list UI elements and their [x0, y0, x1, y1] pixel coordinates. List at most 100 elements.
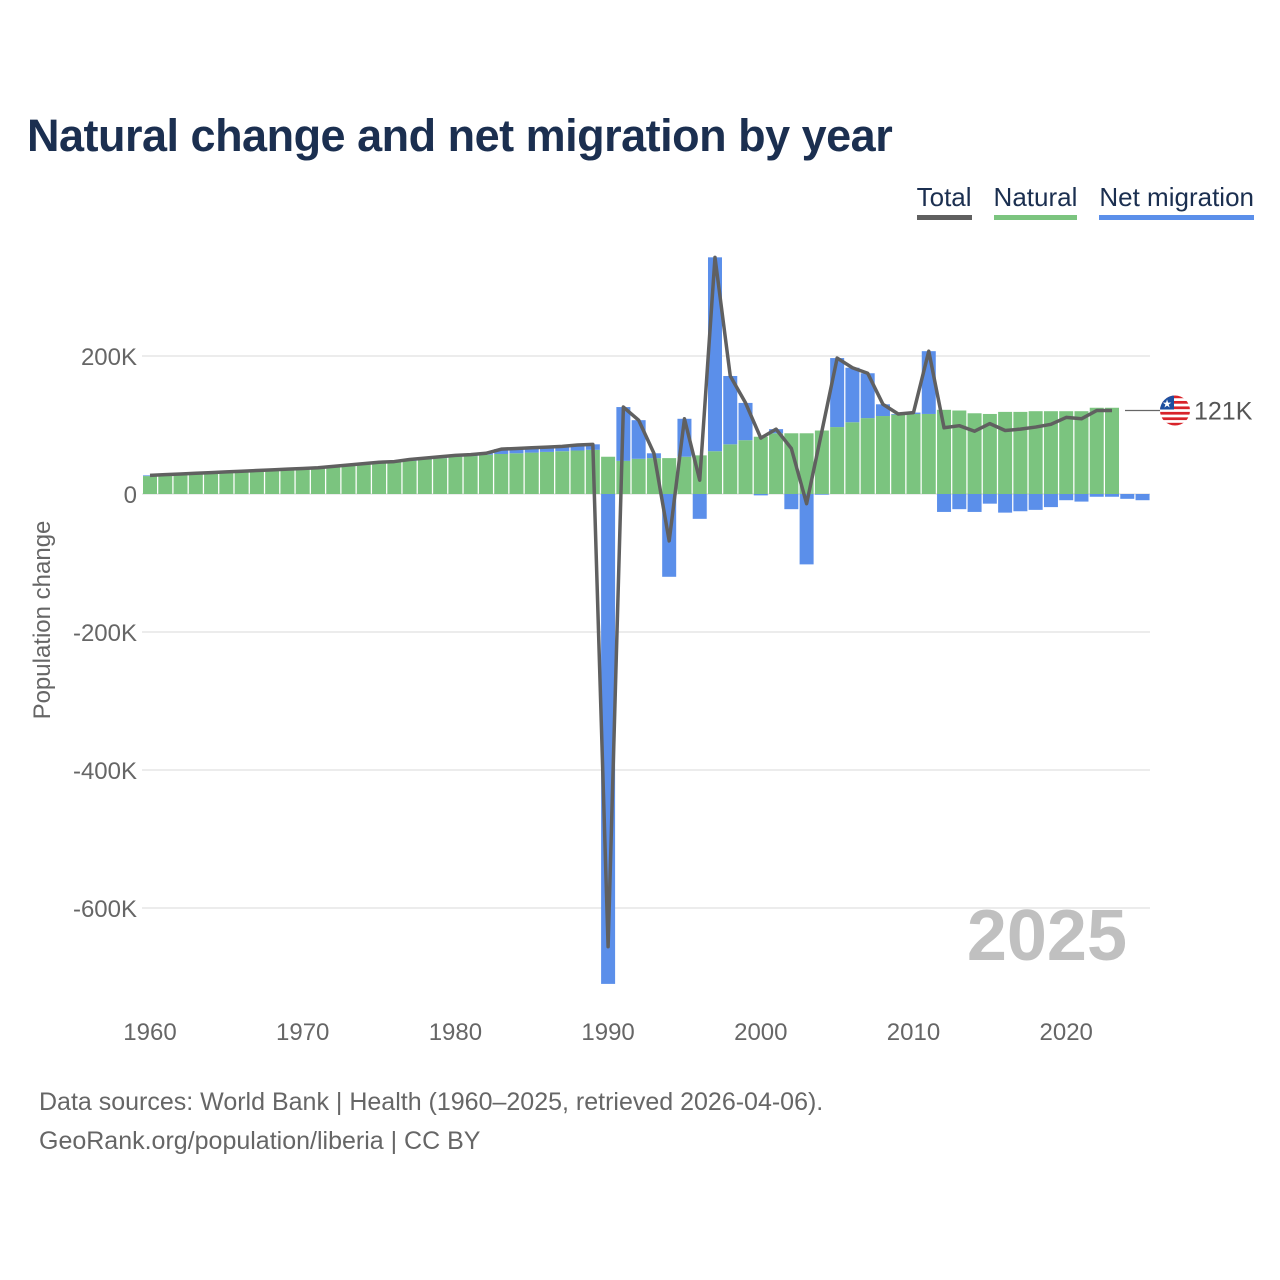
migration-bar: [967, 494, 982, 512]
migration-bar: [1028, 494, 1043, 510]
x-tick-label: 2000: [734, 1019, 787, 1046]
natural-bar: [1043, 411, 1058, 494]
natural-bar: [463, 456, 478, 494]
y-axis-label: Population change: [29, 521, 56, 720]
natural-bar: [509, 453, 524, 494]
natural-bar: [1105, 407, 1120, 494]
natural-bar: [921, 413, 936, 494]
migration-bar: [1105, 494, 1120, 497]
natural-bar: [753, 436, 768, 494]
y-tick-label: -600K: [73, 896, 137, 923]
y-tick-label: 200K: [81, 344, 137, 371]
end-value-label: 121K: [1194, 398, 1253, 426]
migration-bar: [998, 494, 1013, 513]
natural-bar: [173, 474, 188, 494]
migration-bar: [570, 445, 585, 451]
migration-bar: [799, 494, 814, 565]
natural-bar: [1013, 411, 1028, 494]
natural-bar: [204, 473, 219, 494]
footer-source: Data sources: World Bank | Health (1960–…: [39, 1088, 824, 1116]
natural-bar: [234, 471, 249, 494]
x-tick-label: 2010: [887, 1019, 940, 1046]
natural-bar: [769, 433, 784, 494]
natural-bar: [524, 452, 539, 494]
migration-bar: [982, 494, 997, 504]
flag-stripe: [1160, 411, 1190, 415]
natural-bar: [494, 453, 509, 494]
natural-bar: [540, 451, 555, 494]
natural-bar: [830, 427, 845, 494]
natural-bar: [326, 467, 341, 494]
flag-star: ★: [1162, 399, 1172, 411]
migration-bar: [860, 373, 875, 419]
year-watermark: 2025: [967, 896, 1127, 976]
migration-bar: [540, 447, 555, 452]
natural-bar: [417, 459, 432, 494]
natural-bar: [906, 413, 921, 494]
natural-bar: [143, 476, 157, 494]
legend-net-migration[interactable]: Net migration: [1099, 182, 1254, 220]
natural-bar: [265, 470, 280, 494]
legend: Total Natural Net migration: [916, 182, 1254, 220]
migration-bar: [494, 449, 509, 454]
migration-bar: [631, 420, 646, 459]
flag-stripe: [1160, 400, 1190, 404]
migration-bar: [738, 402, 753, 441]
natural-bar: [738, 440, 753, 494]
migration-bar: [692, 494, 707, 519]
natural-bar: [356, 464, 371, 494]
footer-url[interactable]: GeoRank.org/population/liberia | CC BY: [39, 1127, 481, 1155]
natural-bar: [280, 469, 295, 494]
migration-bar: [1043, 494, 1058, 508]
migration-bar: [784, 494, 799, 510]
x-tick-label: 1990: [581, 1019, 634, 1046]
natural-bar: [952, 410, 967, 494]
natural-bar: [845, 422, 860, 494]
migration-bar: [524, 447, 539, 453]
natural-bar: [723, 444, 738, 494]
natural-bar: [967, 413, 982, 494]
migration-bar: [1059, 494, 1074, 501]
natural-bar: [219, 472, 234, 494]
natural-bar: [937, 409, 952, 494]
natural-bar: [402, 460, 417, 494]
natural-bar: [784, 433, 799, 494]
migration-bar: [1013, 494, 1028, 512]
natural-bar: [372, 462, 387, 494]
flag-stripe: [1160, 406, 1190, 410]
natural-bar: [295, 469, 310, 494]
migration-bar: [1120, 494, 1135, 499]
migration-bar: [952, 494, 967, 510]
flag-stripe: [1160, 422, 1190, 426]
natural-bar: [860, 418, 875, 494]
natural-bar: [555, 451, 570, 494]
migration-bar: [143, 475, 157, 477]
migration-bar: [1135, 494, 1150, 501]
migration-bar: [814, 494, 829, 495]
flag-body: ★: [1160, 395, 1190, 426]
legend-total[interactable]: Total: [916, 182, 972, 220]
natural-bar: [982, 413, 997, 494]
x-tick-label: 1960: [123, 1019, 176, 1046]
natural-bar: [1059, 411, 1074, 494]
y-tick-label: -200K: [73, 620, 137, 647]
natural-bar: [570, 450, 585, 494]
natural-bar: [249, 471, 264, 494]
migration-bar: [937, 494, 952, 512]
natural-bar: [1028, 411, 1043, 494]
natural-bar: [875, 416, 890, 494]
legend-natural[interactable]: Natural: [993, 182, 1078, 220]
end-marker: ★ 121K: [1125, 395, 1253, 426]
natural-bar: [478, 454, 493, 494]
natural-bar: [341, 465, 356, 494]
flag-stripe: [1160, 417, 1190, 421]
chart-title: Natural change and net migration by year: [27, 110, 893, 161]
natural-bar: [433, 458, 448, 494]
natural-bar: [1074, 411, 1089, 494]
migration-bar: [845, 367, 860, 423]
migration-bar: [1074, 494, 1089, 502]
migration-bar: [875, 404, 890, 417]
migration-bar: [509, 448, 524, 454]
natural-bar: [662, 458, 677, 494]
